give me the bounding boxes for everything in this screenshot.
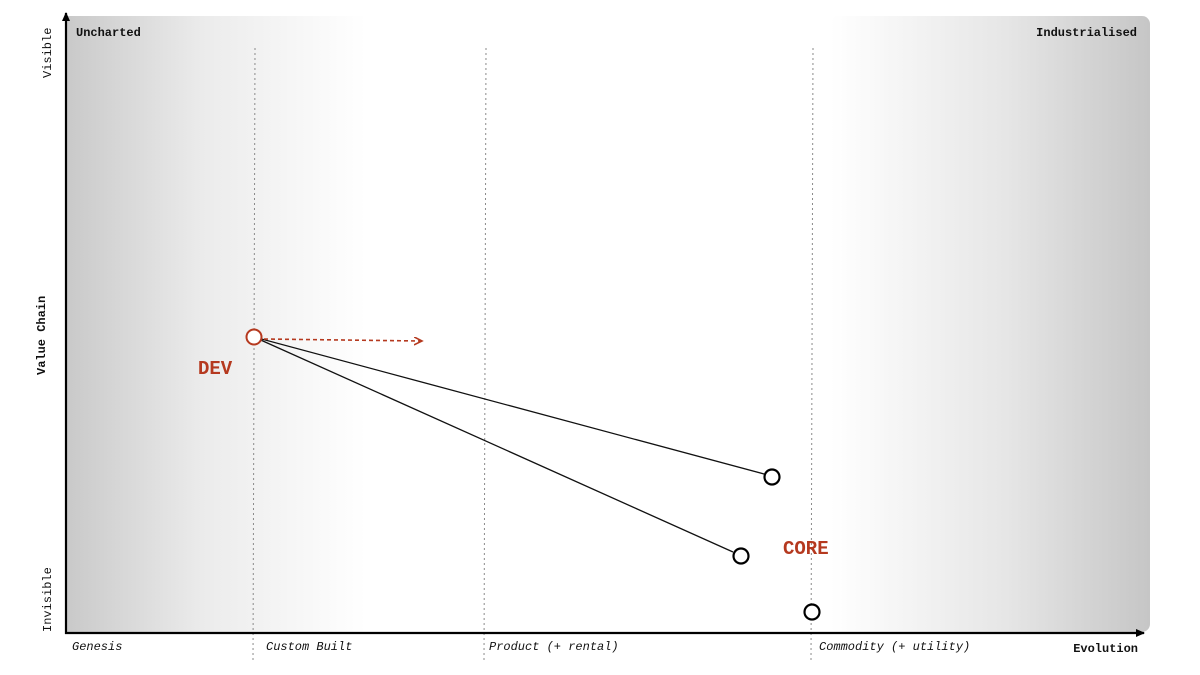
core-label: CORE (783, 538, 829, 560)
x-axis-title: Evolution (1073, 642, 1138, 656)
node-a-component[interactable] (763, 468, 781, 486)
link-dev-to-node-a (253, 336, 765, 475)
y-invisible-label: Invisible (41, 567, 55, 632)
industrialised-label: Industrialised (1036, 26, 1137, 40)
divider-custom-built (252, 47, 256, 663)
dev-component[interactable] (245, 328, 263, 346)
divider-commodity (810, 47, 814, 663)
dev-label: DEV (198, 358, 233, 380)
node-c-component[interactable] (803, 603, 821, 621)
dev-evolution-arrow (263, 339, 421, 341)
divider-product (483, 47, 487, 663)
map-background (66, 16, 1150, 632)
link-dev-to-node-b (253, 336, 734, 553)
dependency-links (253, 336, 765, 553)
axes (62, 12, 1145, 637)
industrialised-region (830, 16, 1150, 632)
stage-product-label: Product (+ rental) (489, 640, 619, 654)
y-visible-label: Visible (41, 28, 55, 78)
y-axis-title: Value Chain (35, 296, 49, 375)
uncharted-region (66, 16, 366, 632)
stage-custom-built-label: Custom Built (266, 640, 352, 654)
uncharted-label: Uncharted (76, 26, 141, 40)
stage-dividers (252, 47, 814, 663)
node-b-component[interactable] (732, 547, 750, 565)
stage-commodity-label: Commodity (+ utility) (819, 640, 970, 654)
stage-genesis-label: Genesis (72, 640, 122, 654)
